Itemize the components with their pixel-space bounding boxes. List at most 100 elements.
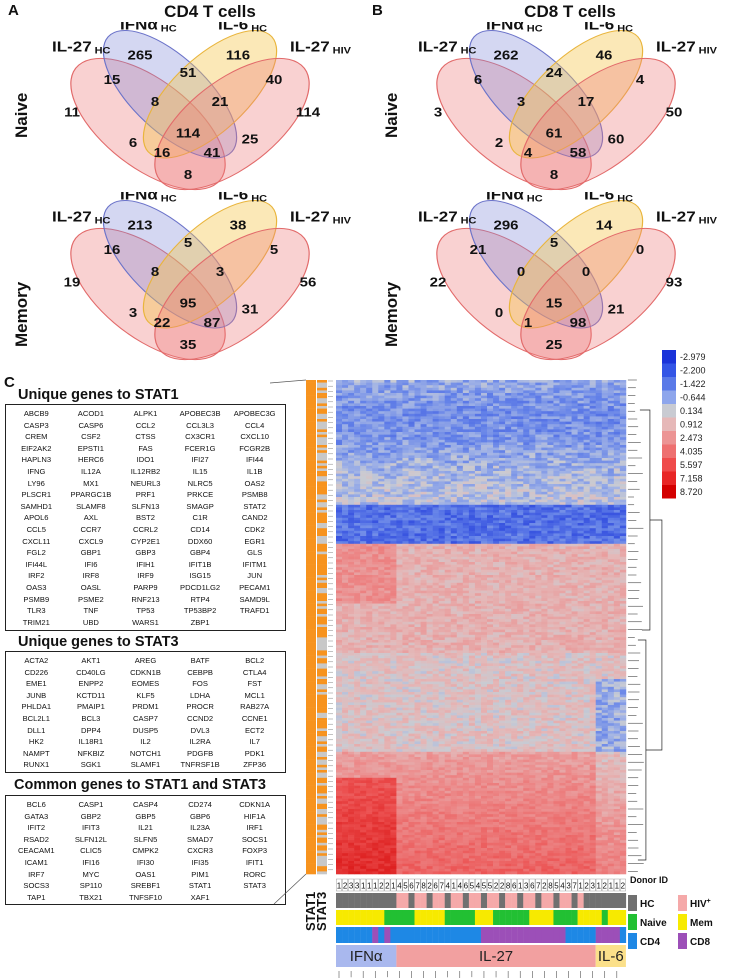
heatmap-cell [450, 624, 458, 628]
heatmap-cell [444, 473, 452, 477]
heatmap-cell [420, 481, 427, 485]
heatmap-cell [535, 616, 542, 620]
heatmap-cell [499, 398, 506, 402]
heatmap-cell [360, 562, 367, 565]
heatmap-cell [462, 439, 470, 443]
heatmap-cell [426, 494, 433, 498]
heatmap-cell [547, 549, 554, 552]
heatmap-cell [547, 413, 554, 417]
heatmap-cell [523, 543, 530, 547]
heatmap-cell [511, 598, 518, 602]
heatmap-cell [474, 614, 482, 617]
heatmap-cell [559, 619, 566, 623]
heatmap-cell [577, 629, 584, 633]
heatmap-cell [348, 564, 355, 568]
heatmap-cell [348, 559, 355, 563]
heatmap-cell [378, 411, 385, 415]
heatmap-cell [336, 575, 343, 578]
heatmap-cell [354, 598, 361, 602]
heatmap-cell [583, 554, 590, 558]
heatmap-cell [372, 585, 379, 589]
heatmap-cell [547, 554, 554, 558]
heatmap-cell [499, 572, 506, 576]
heatmap-cell [384, 577, 391, 581]
heatmap-cell [408, 523, 415, 526]
heatmap-cell [583, 408, 590, 412]
heatmap-cell [414, 497, 421, 500]
heatmap-cell [414, 413, 421, 417]
heatmap-cell [541, 408, 548, 412]
heatmap-cell [607, 593, 615, 597]
heatmap-cell [583, 616, 590, 620]
heatmap-cell [577, 507, 584, 511]
heatmap-cell [348, 429, 355, 433]
heatmap-cell [432, 541, 439, 545]
heatmap-cell [402, 452, 409, 456]
heatmap-cell [408, 629, 415, 633]
heatmap-cell [553, 616, 560, 620]
heatmap-cell [420, 608, 427, 612]
heatmap-cell [547, 408, 554, 412]
heatmap-cell [505, 447, 512, 451]
heatmap-cell [444, 445, 452, 448]
heatmap-cell [426, 601, 433, 604]
heatmap-cell [613, 554, 621, 558]
heatmap-cell [354, 421, 361, 425]
heatmap-cell [348, 434, 355, 438]
heatmap-cell [541, 510, 548, 513]
heatmap-cell [480, 403, 488, 407]
heatmap-cell [505, 512, 512, 516]
heatmap-cell [462, 507, 470, 511]
heatmap-cell [456, 419, 464, 422]
gene-name: CSF2 [81, 432, 101, 442]
heatmap-cell [577, 619, 584, 623]
heatmap-cell [360, 406, 367, 409]
heatmap-cell [468, 442, 476, 446]
heatmap-cell [444, 598, 452, 602]
heatmap-cell [372, 455, 379, 459]
heatmap-cell [607, 476, 615, 480]
heatmap-cell [456, 434, 464, 438]
heatmap-cell [348, 523, 355, 526]
heatmap-cell [589, 395, 597, 399]
heatmap-cell [372, 559, 379, 563]
heatmap-cell [517, 403, 524, 407]
heatmap-cell [462, 559, 470, 563]
heatmap-cell [613, 530, 621, 534]
heatmap-cell [577, 525, 584, 529]
heatmap-cell [402, 510, 409, 513]
heatmap-cell [595, 554, 603, 558]
heatmap-cell [378, 502, 385, 506]
heatmap-cell [432, 463, 439, 467]
heatmap-cell [565, 385, 572, 389]
heatmap-cell [577, 606, 584, 610]
heatmap-cell [372, 611, 379, 615]
heatmap-cell [468, 450, 476, 454]
heatmap-cell [378, 538, 385, 542]
gene-name: IRF9 [137, 571, 154, 581]
heatmap-cell [511, 619, 518, 623]
heatmap-cell [535, 556, 542, 560]
heatmap-cell [499, 419, 506, 422]
heatmap-cell [384, 528, 391, 532]
heatmap-cell [342, 559, 349, 563]
heatmap-cell [589, 538, 597, 542]
heatmap-cell [535, 406, 542, 409]
heatmap-cell [474, 416, 482, 420]
heatmap-cell [607, 424, 615, 428]
heatmap-cell [378, 567, 385, 571]
heatmap-cell [396, 468, 403, 472]
heatmap-cell [348, 424, 355, 428]
heatmap-cell [414, 393, 421, 396]
heatmap-cell [414, 450, 421, 454]
heatmap-cell [336, 525, 343, 529]
heatmap-cell [366, 593, 373, 597]
heatmap-cell [342, 452, 349, 456]
heatmap-cell [517, 632, 524, 636]
heatmap-cell [571, 395, 578, 399]
heatmap-cell [354, 559, 361, 563]
venn-count-bcd: 21 [212, 94, 229, 109]
heatmap-cell [420, 507, 427, 511]
heatmap-cell [547, 577, 554, 581]
gene-name: OAS2 [244, 478, 265, 488]
